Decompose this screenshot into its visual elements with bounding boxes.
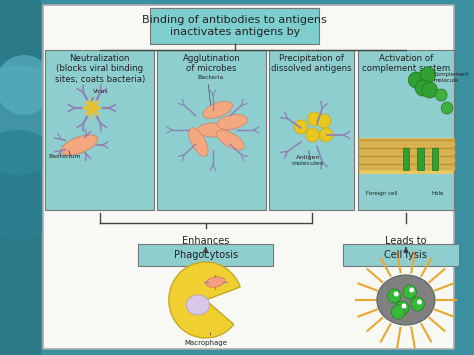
Ellipse shape [186,295,210,315]
Circle shape [401,304,406,308]
Circle shape [319,128,333,142]
Text: Leads to: Leads to [385,236,427,246]
Circle shape [395,301,409,315]
Circle shape [420,67,436,83]
FancyBboxPatch shape [269,50,354,210]
Circle shape [415,80,430,96]
Circle shape [294,120,308,134]
FancyBboxPatch shape [46,50,154,210]
Text: Foreign cell: Foreign cell [366,191,397,196]
Circle shape [318,114,331,128]
Bar [402,148,410,170]
Text: Hole: Hole [431,191,444,196]
Text: Bacteria: Bacteria [197,75,224,80]
FancyBboxPatch shape [157,50,266,210]
FancyBboxPatch shape [43,5,454,349]
Circle shape [411,297,424,311]
Circle shape [388,289,401,303]
Circle shape [422,82,438,98]
Circle shape [436,89,447,101]
Circle shape [417,300,422,305]
Circle shape [0,65,71,175]
Ellipse shape [206,277,225,287]
Text: Agglutination
of microbes: Agglutination of microbes [182,54,240,73]
Wedge shape [169,262,240,338]
FancyBboxPatch shape [343,244,469,266]
Ellipse shape [377,275,435,325]
Circle shape [306,128,319,142]
Text: Binding of antibodies to antigens
inactivates antigens by: Binding of antibodies to antigens inacti… [142,15,327,37]
Circle shape [308,112,321,126]
Ellipse shape [197,123,228,137]
Text: Activation of
complement system: Activation of complement system [362,54,450,73]
Text: Virus: Virus [93,89,109,94]
Ellipse shape [203,102,232,119]
Ellipse shape [189,128,208,156]
Circle shape [403,285,417,299]
Ellipse shape [217,130,244,150]
Bar [431,148,438,170]
Ellipse shape [61,135,98,155]
Text: Enhances: Enhances [182,236,229,246]
Text: Precipitation of
dissolved antigens: Precipitation of dissolved antigens [271,54,352,73]
Bar [360,138,453,174]
Text: Phagocytosis: Phagocytosis [173,250,237,260]
Text: Bacterium: Bacterium [48,154,81,159]
Circle shape [441,102,453,114]
FancyBboxPatch shape [138,244,273,266]
Circle shape [410,288,414,293]
Text: Cell lysis: Cell lysis [384,250,428,260]
Circle shape [0,55,53,115]
Polygon shape [82,98,101,118]
Circle shape [392,305,405,319]
Bar [0,0,41,355]
Circle shape [394,291,399,296]
FancyBboxPatch shape [358,50,454,210]
Circle shape [0,130,71,240]
FancyBboxPatch shape [150,8,319,44]
Text: Macrophage: Macrophage [184,340,227,346]
Text: Antigen
molecules: Antigen molecules [292,155,324,166]
Text: Neutralization
(blocks viral binding
sites; coats bacteria): Neutralization (blocks viral binding sit… [55,54,145,84]
Circle shape [408,72,424,88]
Bar [417,148,424,170]
Ellipse shape [217,115,247,130]
Text: Complement
molecule: Complement molecule [434,72,469,83]
